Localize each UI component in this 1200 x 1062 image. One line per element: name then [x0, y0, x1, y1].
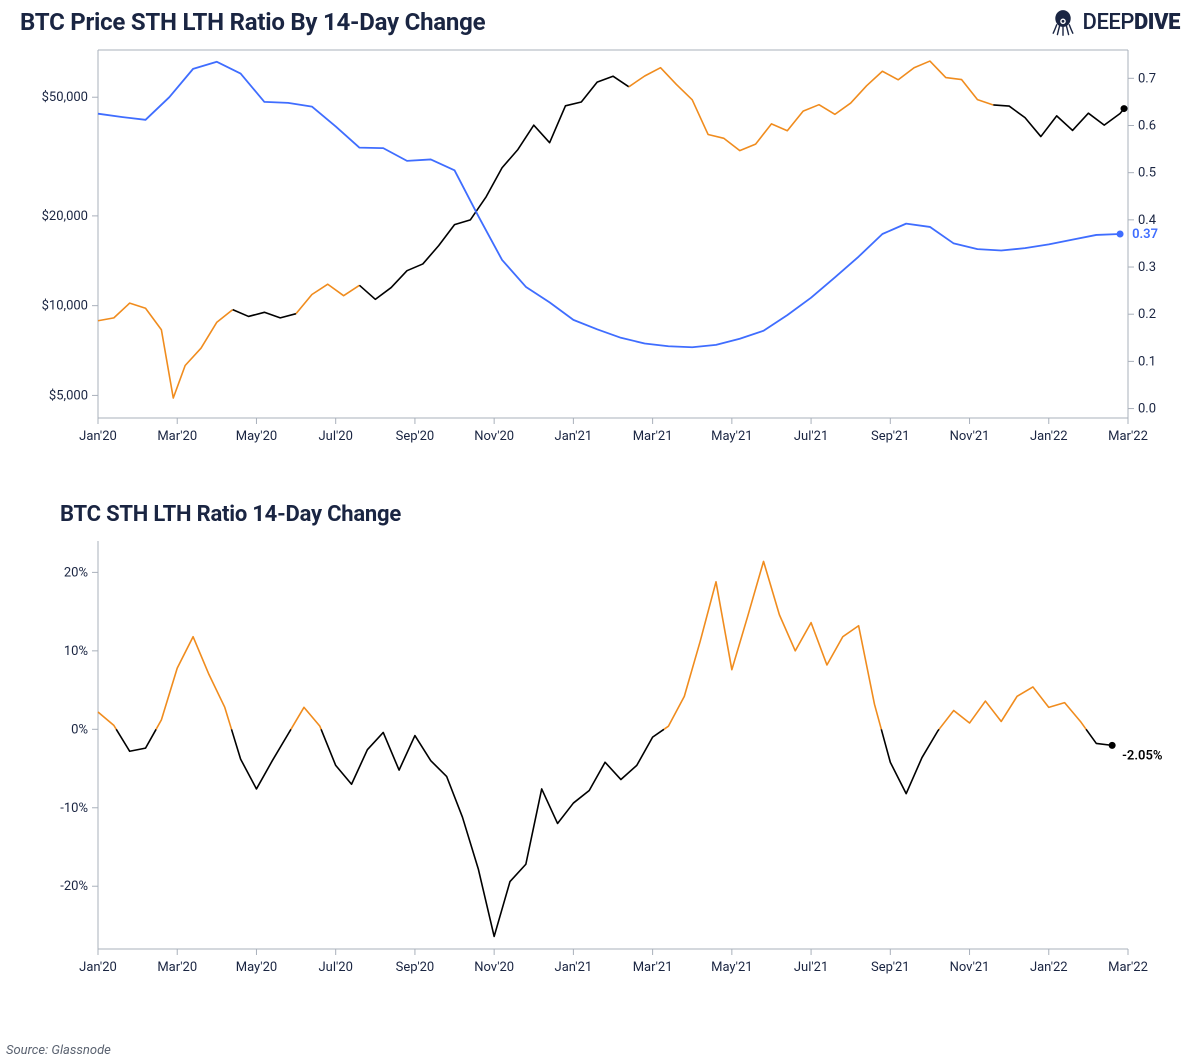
- svg-text:Mar'22: Mar'22: [1108, 960, 1148, 975]
- svg-text:Jan'22: Jan'22: [1030, 429, 1068, 444]
- svg-text:Mar'20: Mar'20: [157, 429, 197, 444]
- svg-text:Mar'22: Mar'22: [1108, 429, 1148, 444]
- svg-text:Jan'21: Jan'21: [555, 429, 593, 444]
- brand-thin: DEEP: [1083, 10, 1135, 35]
- svg-text:10%: 10%: [64, 644, 88, 659]
- svg-text:$50,000: $50,000: [42, 90, 88, 105]
- svg-text:0.7: 0.7: [1138, 71, 1156, 86]
- svg-text:$20,000: $20,000: [42, 209, 88, 224]
- svg-text:0.4: 0.4: [1138, 213, 1157, 228]
- svg-text:0.0: 0.0: [1138, 402, 1156, 417]
- svg-text:Jan'21: Jan'21: [555, 960, 593, 975]
- chart-title-top: BTC Price STH LTH Ratio By 14-Day Change: [20, 8, 485, 36]
- chart-top: $5,000 $10,000 $20,000 $50,000 0.0 0.1 0.2 0.3 0…: [20, 40, 1180, 484]
- chart-title-bottom: BTC STH LTH Ratio 14-Day Change: [60, 502, 1200, 527]
- svg-text:0%: 0%: [71, 722, 88, 737]
- svg-text:Jul'20: Jul'20: [318, 960, 352, 975]
- svg-text:Nov'21: Nov'21: [950, 429, 990, 444]
- svg-text:May'20: May'20: [236, 429, 277, 444]
- svg-text:Sep'21: Sep'21: [871, 429, 910, 444]
- svg-text:Nov'21: Nov'21: [950, 960, 990, 975]
- svg-text:Jul'21: Jul'21: [794, 960, 828, 975]
- svg-text:Jul'21: Jul'21: [794, 429, 828, 444]
- svg-text:Jan'20: Jan'20: [79, 429, 117, 444]
- svg-text:-10%: -10%: [60, 801, 88, 816]
- svg-text:0.6: 0.6: [1138, 118, 1156, 133]
- svg-text:May'21: May'21: [711, 429, 752, 444]
- svg-text:0.2: 0.2: [1138, 307, 1156, 322]
- svg-text:Sep'20: Sep'20: [396, 960, 435, 975]
- brand-logo: DEEPDIVE: [1049, 8, 1180, 36]
- svg-text:Mar'20: Mar'20: [157, 960, 197, 975]
- svg-text:-2.05%: -2.05%: [1122, 748, 1163, 763]
- svg-text:Mar'21: Mar'21: [633, 429, 673, 444]
- svg-text:May'20: May'20: [236, 960, 277, 975]
- svg-text:0.1: 0.1: [1138, 354, 1156, 369]
- svg-text:Jan'20: Jan'20: [79, 960, 117, 975]
- svg-text:-20%: -20%: [60, 879, 88, 894]
- svg-text:20%: 20%: [64, 565, 88, 580]
- svg-text:May'21: May'21: [711, 960, 752, 975]
- svg-text:Jan'22: Jan'22: [1030, 960, 1068, 975]
- source-attribution: Source: Glassnode: [6, 1043, 111, 1058]
- svg-text:Nov'20: Nov'20: [474, 429, 514, 444]
- octopus-icon: [1049, 8, 1077, 36]
- svg-text:Nov'20: Nov'20: [474, 960, 514, 975]
- svg-text:Sep'20: Sep'20: [396, 429, 435, 444]
- svg-text:Jul'20: Jul'20: [318, 429, 352, 444]
- brand-bold: DIVE: [1134, 10, 1180, 35]
- svg-text:0.5: 0.5: [1138, 166, 1156, 181]
- chart-bottom: -20% -10% 0% 10% 20% Jan'20 Mar'20 May'20 Jul'20…: [20, 531, 1180, 1015]
- svg-text:$5,000: $5,000: [49, 388, 88, 403]
- svg-text:0.3: 0.3: [1138, 260, 1156, 275]
- svg-text:Sep'21: Sep'21: [871, 960, 910, 975]
- svg-text:Mar'21: Mar'21: [633, 960, 673, 975]
- svg-text:$10,000: $10,000: [42, 299, 88, 314]
- svg-text:0.37: 0.37: [1132, 227, 1158, 242]
